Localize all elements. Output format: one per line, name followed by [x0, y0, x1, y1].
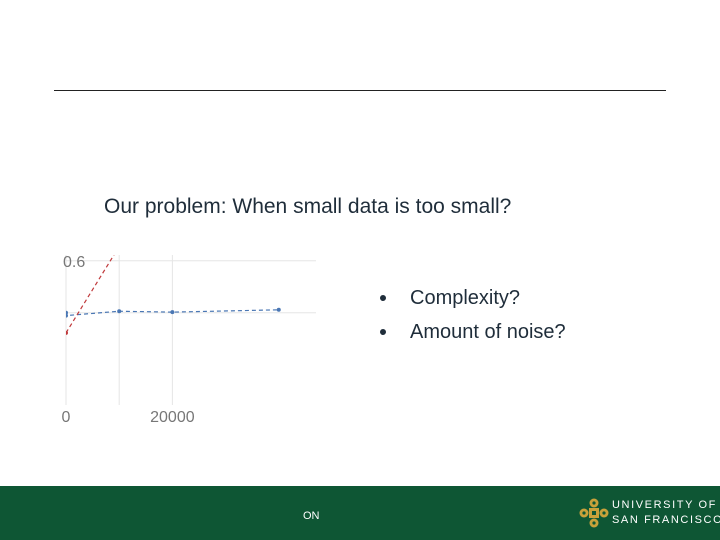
title-rule: [54, 90, 666, 91]
data-point: [117, 309, 122, 314]
data-point: [66, 313, 68, 318]
y-tick-label: 0.6: [63, 254, 85, 271]
usf-logo-icon: [579, 498, 609, 528]
bullet-label: Amount of noise?: [410, 321, 566, 343]
learning-curve-chart: 0.6 0 20000: [62, 254, 316, 426]
bullet-list: Complexity? Amount of noise?: [380, 284, 566, 352]
chart-marks: [66, 255, 281, 335]
university-name-line1: UNIVERSITY OF: [612, 499, 717, 511]
bullet-complexity: Complexity?: [380, 284, 566, 318]
data-point: [170, 310, 175, 315]
x-tick-label: 20000: [150, 409, 195, 426]
chart-grid: [65, 255, 316, 405]
bullet-dot-icon: [380, 295, 386, 301]
university-name: UNIVERSITY OF SAN FRANCISCO: [612, 498, 720, 528]
series-line-1: [66, 255, 115, 334]
university-name-line2: SAN FRANCISCO: [612, 514, 720, 526]
bullet-label: Complexity?: [410, 287, 521, 309]
x-tick-label: 0: [62, 409, 71, 426]
data-point: [66, 330, 68, 335]
bullet-dot-icon: [380, 329, 386, 335]
footer-text: ON: [303, 510, 320, 522]
slide-title: Our problem: When small data is too smal…: [104, 195, 512, 218]
footer-bar: ON UNIVERSITY OF SAN FRANCISCO: [0, 486, 720, 540]
data-point: [276, 307, 281, 312]
bullet-noise: Amount of noise?: [380, 318, 566, 352]
chart-ticks: 0.6 0 20000: [62, 254, 195, 426]
